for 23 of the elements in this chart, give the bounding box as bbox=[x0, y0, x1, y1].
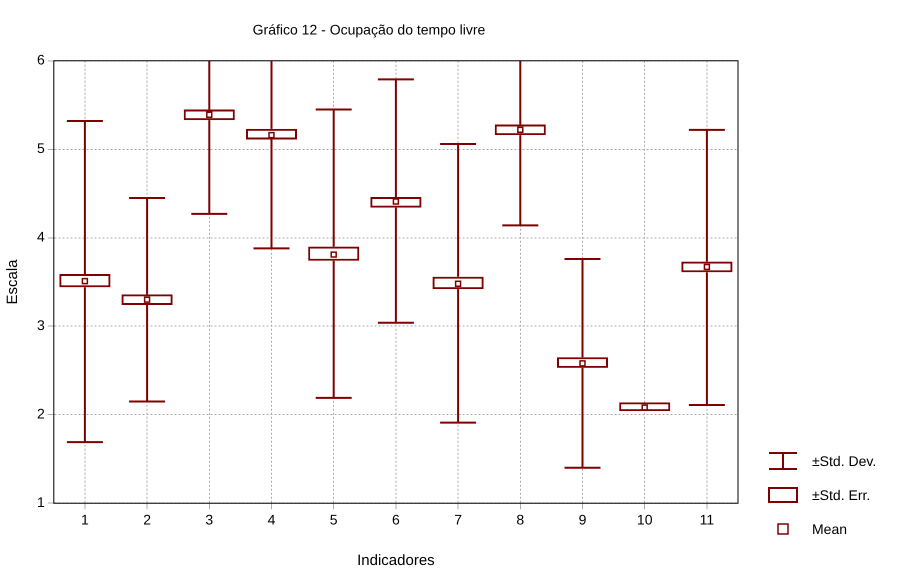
x-tick-label: 2 bbox=[143, 511, 152, 528]
y-tick-label: 2 bbox=[36, 406, 45, 422]
x-tick-label: 6 bbox=[392, 511, 400, 528]
x-tick-label: 10 bbox=[636, 511, 653, 528]
x-tick-label: 9 bbox=[578, 511, 587, 528]
text: Mean bbox=[812, 521, 848, 537]
y-tick-label: 5 bbox=[36, 140, 45, 156]
x-tick-label: 1 bbox=[80, 511, 89, 528]
y-axis-title: Escala bbox=[4, 258, 22, 305]
text: ±Std. Dev. bbox=[812, 453, 876, 469]
chart-title: Gráfico 12 - Ocupação do tempo livre bbox=[252, 21, 486, 38]
x-tick-label: 11 bbox=[700, 511, 714, 528]
y-tick-label: 3 bbox=[36, 317, 45, 334]
y-tick-label: 4 bbox=[36, 228, 45, 245]
text: ±Std. Err. bbox=[812, 487, 870, 503]
x-tick-label: 3 bbox=[205, 511, 214, 528]
x-axis-title: Indicadores bbox=[357, 552, 435, 570]
x-tick-label: 8 bbox=[516, 511, 524, 528]
x-tick-label: 5 bbox=[330, 511, 338, 528]
y-tick-label: 1 bbox=[36, 494, 45, 510]
y-tick-label: 6 bbox=[36, 52, 45, 68]
x-tick-label: 4 bbox=[268, 511, 276, 528]
x-tick-label: 7 bbox=[454, 511, 462, 528]
